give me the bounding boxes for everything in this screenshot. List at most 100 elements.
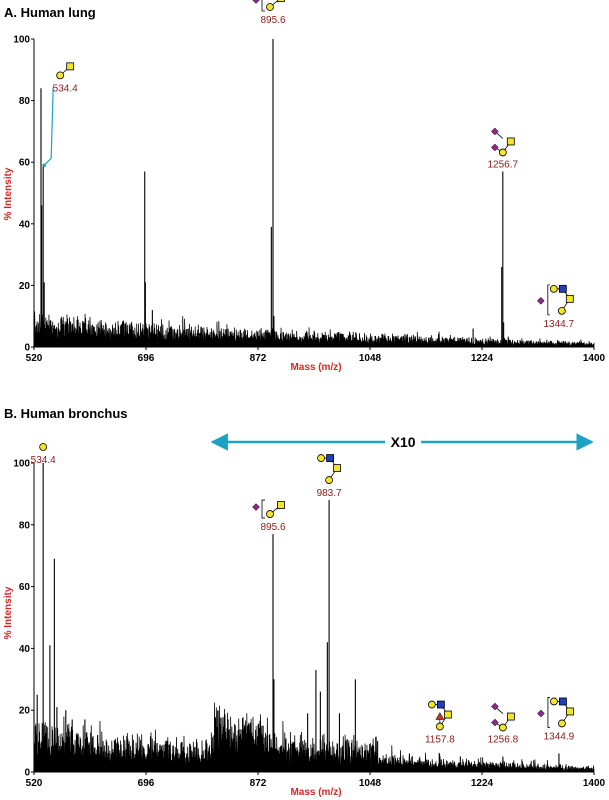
galactose-icon <box>266 510 274 518</box>
sialic-acid-icon <box>536 296 545 305</box>
bracket <box>261 499 266 519</box>
galnac-icon <box>565 294 574 303</box>
y-tick-label: 20 <box>19 281 31 292</box>
sialic-acid-icon <box>490 143 499 152</box>
peak-annotations: 534.4 895.6 1256.7 1344.7 <box>42 0 575 330</box>
zoom-label: X10 <box>391 434 416 450</box>
galnac-icon <box>66 62 75 71</box>
peak-label: 1344.9 <box>544 731 575 742</box>
spectrum-trace <box>33 702 595 773</box>
glycan-structure <box>427 700 452 731</box>
galnac-icon <box>277 501 285 509</box>
leader-line <box>43 87 54 166</box>
sialic-acid-icon <box>252 0 260 4</box>
bracket <box>261 0 266 12</box>
glcnac-icon <box>326 454 334 462</box>
peak-label: 534.4 <box>31 455 56 466</box>
galactose-icon <box>325 476 333 484</box>
galactose-icon <box>39 443 48 451</box>
galactose-icon <box>498 148 507 157</box>
galactose-icon <box>317 454 325 462</box>
sialic-acid-icon <box>537 709 545 718</box>
glycan-structure <box>252 0 285 12</box>
axis-ticks: 520 696 872 1048 1224 1400 0 20 40 60 80 100 <box>13 459 605 790</box>
galactose-icon <box>549 284 558 293</box>
y-tick-label: 40 <box>19 644 31 655</box>
galactose-icon <box>435 722 444 731</box>
galnac-icon <box>277 0 285 2</box>
glycan-structure <box>317 454 341 484</box>
peak-annotation: 1256.8 <box>488 702 519 746</box>
peak-label: 1157.8 <box>425 735 455 746</box>
x-axis-title: Mass (m/z) <box>290 362 341 373</box>
x-tick-label: 696 <box>138 353 155 364</box>
peak-marks <box>33 39 560 347</box>
glycan-structure <box>252 499 285 519</box>
x-tick-label: 1400 <box>583 778 606 789</box>
peak-label: 1256.7 <box>488 159 519 170</box>
galactose-icon <box>56 71 65 80</box>
y-tick-label: 0 <box>24 343 30 354</box>
peak-annotation: 895.6 <box>252 499 286 533</box>
zoom-indicator: X10 <box>210 433 594 451</box>
x-tick-label: 696 <box>138 778 155 789</box>
peak-label: 983.7 <box>317 488 342 499</box>
peak-annotation: 983.7 <box>317 454 342 499</box>
glcnac-icon <box>559 697 567 706</box>
glycan-structure <box>537 697 574 728</box>
peak-marks <box>33 463 560 772</box>
x-tick-label: 520 <box>26 778 43 789</box>
leader-dot <box>42 163 46 168</box>
bracket <box>547 284 550 316</box>
galactose-icon <box>550 697 558 706</box>
y-tick-label: 80 <box>19 96 31 107</box>
peak-annotation: 1344.7 <box>536 284 575 330</box>
x-tick-label: 872 <box>250 353 267 364</box>
peak-label: 895.6 <box>261 522 286 533</box>
peak-label: 1256.8 <box>488 735 519 746</box>
peak-annotation: 1256.7 <box>488 127 519 170</box>
y-tick-label: 20 <box>19 706 31 717</box>
panel-human-bronchus: B. Human bronchus % Intensity Mass (m/z)… <box>3 406 606 798</box>
x-axis-title: Mass (m/z) <box>290 787 341 798</box>
peak-label: 1344.7 <box>544 319 575 330</box>
sialic-acid-icon <box>491 718 499 727</box>
x-tick-label: 1224 <box>471 778 494 789</box>
x-tick-label: 1224 <box>471 353 494 364</box>
galnac-icon <box>566 707 574 716</box>
glycan-structure <box>39 443 48 451</box>
x-tick-label: 1400 <box>583 353 606 364</box>
panel-title: A. Human lung <box>4 5 96 20</box>
galnac-icon <box>443 710 452 719</box>
peak-annotation: 1157.8 <box>425 700 455 746</box>
sialic-acid-icon <box>252 503 260 511</box>
peak-annotation: 895.6 <box>252 0 286 26</box>
y-tick-label: 40 <box>19 219 31 230</box>
y-axis-title: % Intensity <box>3 167 14 220</box>
y-tick-label: 60 <box>19 158 31 169</box>
galactose-icon <box>266 3 274 11</box>
peak-annotations: 534.4 895.6 983.7 1157.8 1256.8 1344.9 <box>31 443 575 746</box>
y-tick-label: 100 <box>13 35 30 46</box>
glcnac-icon <box>436 700 445 709</box>
glycan-structure <box>56 62 75 80</box>
x-tick-label: 520 <box>26 353 43 364</box>
glycan-structure <box>536 284 574 316</box>
y-tick-label: 0 <box>24 768 30 779</box>
fucose-icon <box>435 712 445 720</box>
glcnac-icon <box>558 284 567 293</box>
bracket <box>547 697 550 728</box>
galactose-icon <box>427 700 436 709</box>
zoom-label-bg <box>385 434 422 450</box>
peak-label: 534.4 <box>53 83 78 94</box>
glycan-structure <box>490 127 515 157</box>
galnac-icon <box>506 137 515 146</box>
axis-ticks: 520 696 872 1048 1224 1400 0 20 40 60 80 100 <box>13 35 605 365</box>
galactose-icon <box>498 723 507 732</box>
x-tick-label: 872 <box>250 778 267 789</box>
panel-title: B. Human bronchus <box>4 406 128 421</box>
y-tick-label: 100 <box>13 459 30 470</box>
x-tick-label: 1048 <box>359 778 382 789</box>
peak-annotation: 534.4 <box>31 443 56 466</box>
